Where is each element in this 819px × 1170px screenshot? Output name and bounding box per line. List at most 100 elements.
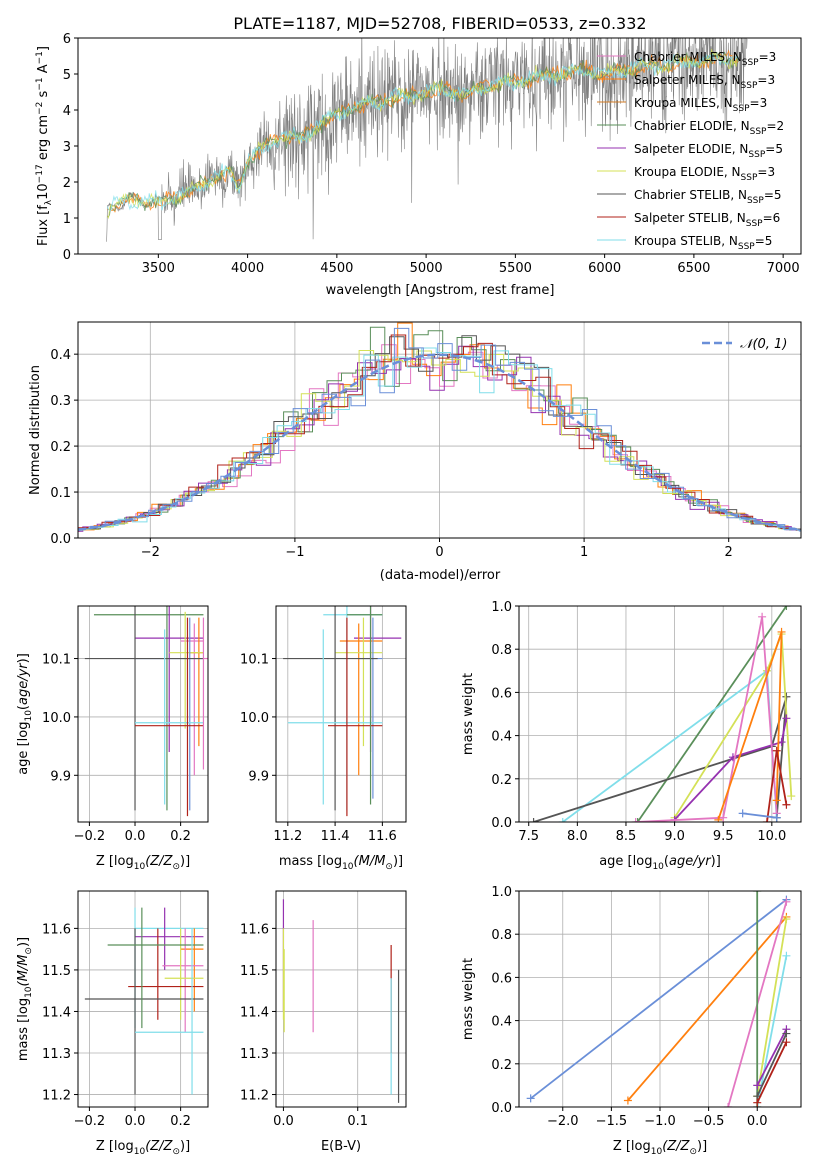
x-tick-label: 0.0 — [125, 829, 146, 844]
label-part: )] — [16, 653, 31, 663]
label-part: =3 — [757, 73, 775, 87]
histogram-series — [78, 347, 801, 531]
label-part: SSP — [750, 127, 767, 137]
x-axis-label: age [log10(age/yr)] — [599, 854, 721, 872]
label-part: ] — [36, 46, 51, 51]
x-tick-label: −2.0 — [547, 1114, 579, 1129]
weight-series — [673, 718, 788, 821]
weight-series — [756, 955, 788, 1107]
plot-area — [282, 899, 400, 1103]
x-tick-label: −1.0 — [644, 1114, 676, 1129]
label-part: Chabrier STELIB, N — [634, 188, 747, 202]
weight-marker — [782, 606, 791, 610]
plot-area — [529, 606, 796, 822]
label-part: =5 — [755, 234, 773, 248]
label-part: )] — [393, 854, 403, 869]
legend-entry: Chabrier MILES, NSSP=3 — [634, 50, 776, 68]
y-tick-label: 3 — [63, 140, 71, 155]
y-tick-label: 0.8 — [491, 928, 512, 943]
z-age-panel: −0.2 0.0 0.29.910.010.1Z [log10(Z/Z⊙)]age … — [16, 605, 209, 872]
label-part: −1 — [35, 77, 45, 90]
y-tick-label: 0.2 — [50, 440, 71, 455]
y-axis-label: Normed distribution — [28, 365, 43, 495]
observed-spectrum — [106, 38, 748, 242]
label-part: λ — [44, 199, 54, 205]
weight-marker — [782, 915, 791, 924]
x-tick-label: 10.0 — [757, 829, 786, 844]
weight-marker — [623, 1096, 632, 1105]
label-part: 10 — [134, 1147, 146, 1157]
x-tick-label: −0.2 — [74, 829, 106, 844]
y-tick-label: 0.4 — [491, 1015, 512, 1030]
label-part: A — [36, 64, 51, 77]
label-part: Kroupa ELODIE, N — [634, 165, 741, 179]
weight-marker — [782, 1038, 791, 1047]
age-massweight-panel: 7.5 8.0 8.5 9.0 9.5 10.0 0.0 0.2 0.4 0.6 0.8 1.0 mas… — [461, 600, 802, 872]
x-axis-label: E(B-V) — [321, 1139, 361, 1154]
legend-entry: Salpeter STELIB, NSSP=6 — [634, 211, 780, 229]
label-part: (M/M — [354, 854, 386, 869]
y-tick-label: 1 — [63, 212, 71, 227]
histogram-series — [78, 335, 801, 530]
x-tick-label: 6000 — [588, 261, 621, 276]
weight-series — [756, 1033, 788, 1097]
spectrum-panel: 3500 4000 4500 5000 5500 6000 6500 7000 0 1 2 3 4 5 6 w… — [35, 32, 802, 298]
y-axis-label: mass weight — [461, 958, 476, 1040]
label-part: Kroupa MILES, N — [634, 96, 733, 110]
legend-entry: 𝒩(0, 1) — [740, 337, 787, 352]
y-axis-label: age [log10(age/yr)] — [16, 653, 34, 775]
y-tick-label: 0.4 — [491, 730, 512, 745]
label-part: Salpeter MILES, N — [634, 73, 741, 87]
mass-age-panel: 11.2 11.4 11.6 9.9 10.0 10.1 mass [log10(M/M⊙)… — [240, 605, 407, 872]
y-tick-label: 0.2 — [491, 1058, 512, 1073]
x-tick-label: 3500 — [142, 261, 175, 276]
label-part: 10 — [652, 862, 664, 872]
label-part: SSP — [747, 196, 764, 206]
label-part: 10 — [342, 862, 354, 872]
label-part: ⊙ — [385, 862, 393, 872]
label-part: SSP — [741, 173, 758, 183]
weight-series — [756, 1028, 788, 1086]
x-axis-label: Z [log10(Z/Z⊙)] — [613, 1139, 707, 1157]
y-tick-label: 0.0 — [491, 1101, 512, 1116]
x-tick-label: 0.1 — [347, 1114, 368, 1129]
x-axis-label: Z [log10(Z/Z⊙)] — [96, 1139, 190, 1157]
weight-marker — [782, 1029, 791, 1038]
y-axis-label: mass weight — [461, 673, 476, 755]
label-part: Salpeter ELODIE, N — [634, 142, 748, 156]
plot-area — [106, 38, 748, 242]
x-tick-label: 2 — [725, 545, 733, 560]
weight-marker — [558, 818, 567, 822]
histogram-series — [78, 327, 801, 532]
legend-entry: Salpeter MILES, NSSP=3 — [634, 73, 775, 91]
plot-area — [526, 891, 791, 1107]
label-part: Z [log — [613, 1139, 651, 1154]
y-tick-label: 11.2 — [42, 1089, 71, 1104]
label-part: =3 — [757, 165, 775, 179]
label-part: (M/M — [16, 955, 31, 987]
y-tick-label: 2 — [63, 176, 71, 191]
weight-series — [530, 898, 787, 1100]
legend-entry: Chabrier STELIB, NSSP=5 — [634, 188, 782, 206]
label-part: =3 — [750, 96, 768, 110]
label-part: )] — [697, 1139, 707, 1154]
x-tick-label: 0.2 — [170, 1114, 191, 1129]
y-tick-label: 10.1 — [240, 653, 269, 668]
weight-marker — [782, 692, 791, 701]
label-part: −17 — [35, 164, 45, 183]
x-tick-label: −0.5 — [693, 1114, 725, 1129]
x-axis-label: Z [log10(Z/Z⊙)] — [96, 854, 190, 872]
x-tick-label: 0.0 — [747, 1114, 768, 1129]
label-part: SSP — [741, 81, 758, 91]
y-tick-label: 11.6 — [42, 922, 71, 937]
weight-marker — [777, 627, 786, 636]
weight-series — [627, 916, 788, 1102]
weight-marker — [758, 612, 767, 621]
y-tick-label: 9.9 — [248, 769, 269, 784]
y-tick-label: 11.5 — [42, 964, 71, 979]
label-part: erg cm — [36, 115, 51, 164]
y-tick-label: 0.0 — [50, 532, 71, 547]
weight-marker — [772, 746, 781, 755]
label-part: Z [log — [96, 854, 134, 869]
